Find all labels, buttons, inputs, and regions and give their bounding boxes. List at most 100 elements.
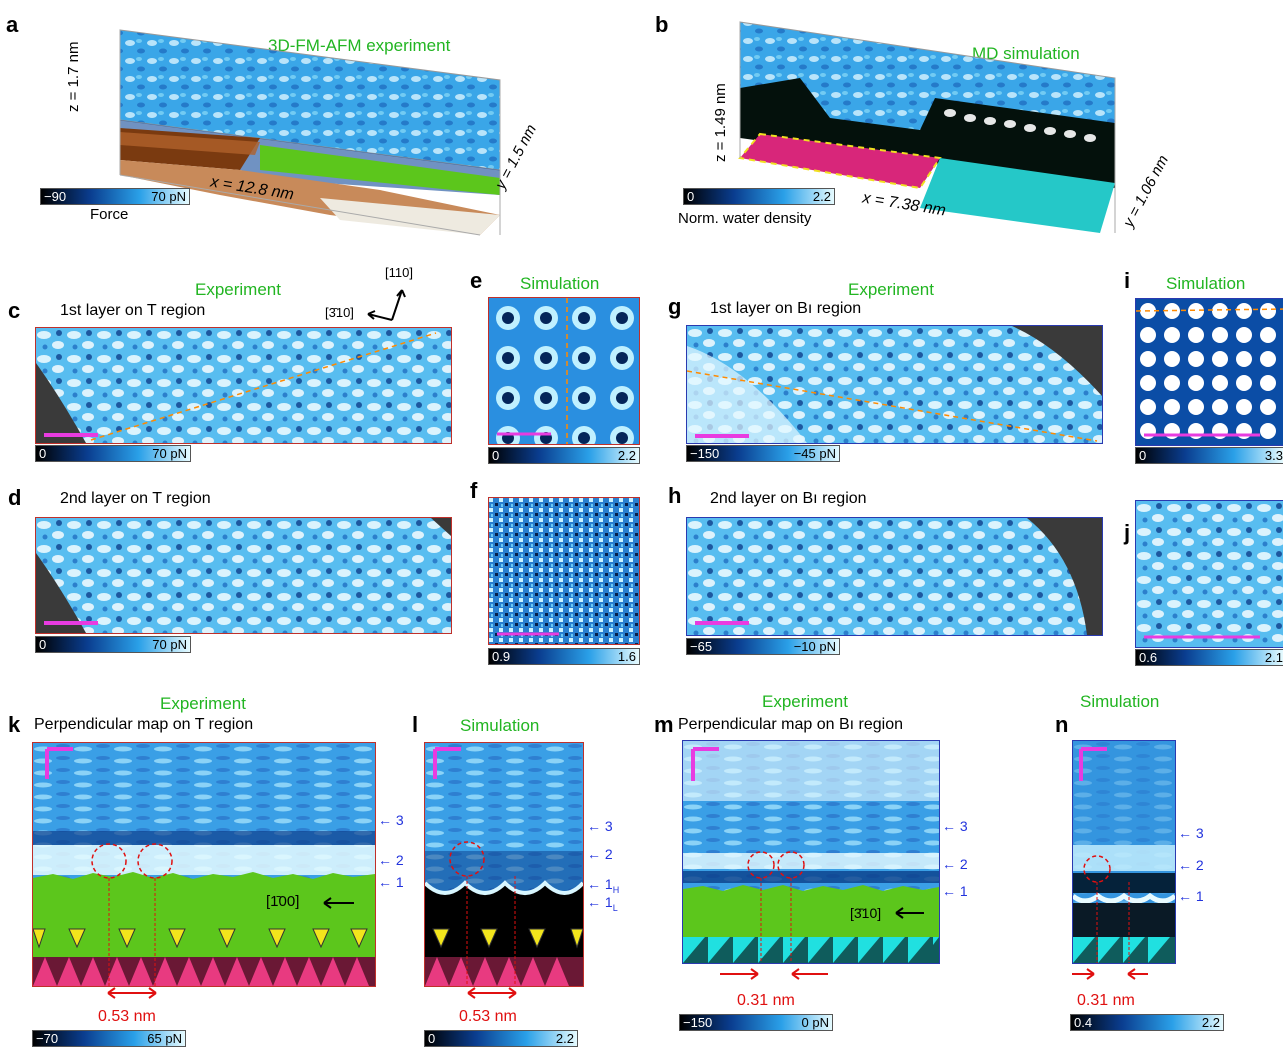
panel-e-colorbar: 0 2.2 xyxy=(488,447,640,464)
panel-n-colorbar: 0.4 2.2 xyxy=(1070,1014,1224,1031)
panel-i-cbar-min: 0 xyxy=(1139,448,1147,463)
direction-310: [3̄10] xyxy=(325,305,354,320)
panel-l-layer-1l: ← 1L xyxy=(587,894,618,913)
panel-n-distance-arrows-icon xyxy=(1072,968,1148,980)
panel-b-3d-box xyxy=(720,18,1120,243)
panel-j-cbar-min: 0.6 xyxy=(1139,650,1158,665)
panel-k-distance-arrow-icon xyxy=(107,987,157,999)
panel-f-cbar-max: 1.6 xyxy=(617,649,636,664)
panel-h-subtitle: 2nd layer on Bı region xyxy=(710,490,867,507)
panel-i-colorbar: 0 3.3 xyxy=(1135,447,1283,464)
panel-b-label: b xyxy=(655,12,669,37)
panel-k-colorbar: −70 65 pN xyxy=(32,1030,186,1047)
panel-m-colorbar: −150 0 pN xyxy=(679,1014,833,1031)
panel-k-cbar-max: 65 pN xyxy=(147,1031,182,1046)
panel-b-colorbar: 0 2.2 xyxy=(683,188,835,205)
panel-k-map xyxy=(32,742,376,987)
panel-k-layer-3: ← 3 xyxy=(378,812,404,828)
panel-c-label: c xyxy=(8,298,21,323)
panel-m-label: m xyxy=(654,712,674,737)
panel-m-layer-3: ← 3 xyxy=(942,818,968,834)
panel-a-cbar-caption: Force xyxy=(90,206,129,223)
panel-m-distance-arrows-icon xyxy=(720,968,828,980)
panel-m-direction: [3̄10] xyxy=(850,905,882,921)
panel-e-map xyxy=(488,297,640,445)
panel-n-layer-1: ← 1 xyxy=(1178,888,1204,904)
panel-b-z-label: z = 1.49 nm xyxy=(712,83,729,162)
panel-m-heading: Experiment xyxy=(762,692,848,711)
panel-k-label: k xyxy=(8,712,21,737)
panel-c-map xyxy=(35,327,452,444)
panel-j-colorbar: 0.6 2.1 xyxy=(1135,649,1283,666)
panel-l-layer-3: ← 3 xyxy=(587,818,613,834)
panel-a-title: 3D-FM-AFM experiment xyxy=(268,36,451,55)
panel-c-cbar-min: 0 xyxy=(39,446,47,461)
panel-b-y-label: y = 1.06 nm xyxy=(1120,152,1173,230)
panel-g-cbar-max: −45 pN xyxy=(793,446,836,461)
panel-c-subtitle: 1st layer on T region xyxy=(60,302,206,319)
panel-m-layer-2: ← 2 xyxy=(942,856,968,872)
panel-l-layer-1h: ← 1H xyxy=(587,876,620,895)
panel-k-heading: Experiment xyxy=(160,694,246,713)
panel-i-map xyxy=(1135,298,1283,446)
panel-i-cbar-max: 3.3 xyxy=(1264,448,1283,463)
panel-j-label: j xyxy=(1124,520,1131,545)
panel-l-label: l xyxy=(412,712,419,737)
panel-i-label: i xyxy=(1124,268,1131,293)
panel-h-colorbar: −65 −10 pN xyxy=(686,638,840,655)
panel-c-cbar-max: 70 pN xyxy=(152,446,187,461)
panel-f-cbar-min: 0.9 xyxy=(492,649,511,664)
panel-b-cbar-caption: Norm. water density xyxy=(678,210,812,227)
panel-e-label: e xyxy=(470,268,483,293)
panel-a-colorbar: −90 70 pN xyxy=(40,188,190,205)
panel-b-cbar-min: 0 xyxy=(687,189,695,204)
panel-a-3d-box xyxy=(80,20,510,240)
panel-f-colorbar: 0.9 1.6 xyxy=(488,648,640,665)
panel-n-layer-2: ← 2 xyxy=(1178,857,1204,873)
panel-j-map xyxy=(1135,500,1283,648)
panel-c-heading: Experiment xyxy=(195,280,281,299)
direction-110: [110] xyxy=(385,265,413,280)
panel-k-subtitle: Perpendicular map on T region xyxy=(34,716,254,733)
panel-l-map xyxy=(424,742,584,987)
panel-n-label: n xyxy=(1055,712,1069,737)
panel-k-layer-2: ← 2 xyxy=(378,852,404,868)
panel-g-heading: Experiment xyxy=(848,280,934,299)
panel-a-cbar-max: 70 pN xyxy=(151,189,186,204)
panel-m-subtitle: Perpendicular map on Bı region xyxy=(678,716,904,733)
panel-c-colorbar: 0 70 pN xyxy=(35,445,191,462)
panel-k-layer-1: ← 1 xyxy=(378,874,404,890)
panel-m-distance: 0.31 nm xyxy=(737,992,795,1009)
panel-d-cbar-min: 0 xyxy=(39,637,47,652)
panel-g-map xyxy=(686,325,1103,444)
panel-d-cbar-max: 70 pN xyxy=(152,637,187,652)
panel-n-distance: 0.31 nm xyxy=(1077,992,1135,1009)
panel-h-label: h xyxy=(668,483,682,508)
panel-h-cbar-max: −10 pN xyxy=(793,639,836,654)
panel-l-distance: 0.53 nm xyxy=(459,1008,517,1025)
panel-g-label: g xyxy=(668,294,682,319)
panel-n-cbar-max: 2.2 xyxy=(1201,1015,1220,1030)
panel-e-cbar-min: 0 xyxy=(492,448,500,463)
panel-d-map xyxy=(35,517,452,634)
panel-k-direction-arrow-icon xyxy=(323,897,354,909)
panel-n-layer-3: ← 3 xyxy=(1178,825,1204,841)
panel-m-cbar-max: 0 pN xyxy=(801,1015,829,1030)
panel-d-label: d xyxy=(8,485,22,510)
panel-b-title: MD simulation xyxy=(972,44,1080,63)
panel-e-cbar-max: 2.2 xyxy=(617,448,636,463)
panel-l-cbar-min: 0 xyxy=(428,1031,436,1046)
panel-l-cbar-max: 2.2 xyxy=(555,1031,574,1046)
panel-a-cbar-min: −90 xyxy=(44,189,67,204)
panel-k-cbar-min: −70 xyxy=(36,1031,59,1046)
panel-h-map xyxy=(686,517,1103,636)
panel-j-cbar-max: 2.1 xyxy=(1264,650,1283,665)
panel-l-colorbar: 0 2.2 xyxy=(424,1030,578,1047)
panel-i-heading: Simulation xyxy=(1166,274,1246,293)
panel-g-cbar-min: −150 xyxy=(690,446,720,461)
panel-f-map xyxy=(488,497,640,645)
panel-m-direction-arrow-icon xyxy=(895,907,924,919)
panel-m-layer-1: ← 1 xyxy=(942,883,968,899)
panel-n-heading: Simulation xyxy=(1080,692,1160,711)
panel-l-heading: Simulation xyxy=(460,716,540,735)
